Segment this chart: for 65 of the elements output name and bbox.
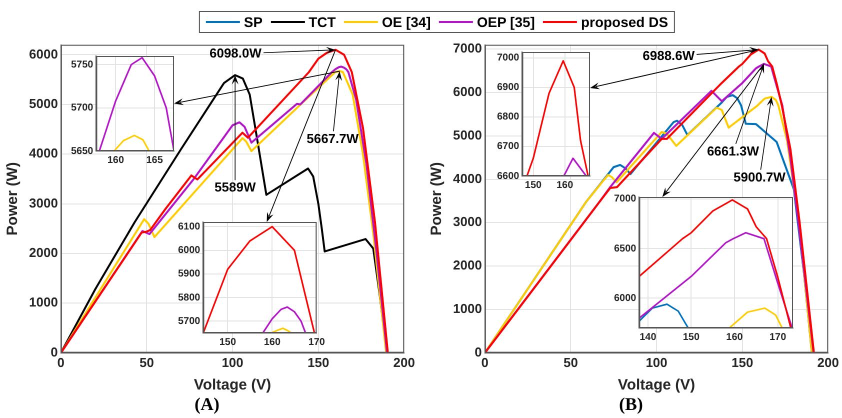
x-tick-label: 50 [563, 355, 578, 370]
x-axis-title: Voltage (V) [194, 376, 272, 394]
x-tick-label: 160 [107, 154, 124, 166]
y-tick-label: 6900 [496, 82, 520, 94]
x-tick-label: 170 [308, 336, 326, 348]
legend-label: SP [244, 14, 263, 30]
annotation: 6988.6W [642, 48, 696, 64]
y-tick-label: 6000 [614, 292, 637, 304]
x-axis-title: Voltage (V) [618, 376, 696, 394]
y-tick-label: 2000 [29, 245, 58, 260]
annotation: 6661.3W [706, 143, 760, 158]
y-tick-label: 5900 [178, 268, 201, 280]
y-tick-label: 7000 [496, 52, 520, 64]
x-tick-label: 200 [393, 355, 416, 370]
legend-label: proposed DS [580, 14, 668, 30]
text: (A) [194, 394, 220, 414]
y-axis-title: Power (W) [428, 162, 446, 236]
annotation: 5667.7W [306, 130, 360, 146]
x-tick-label: 150 [682, 332, 700, 343]
y-tick-label: 5700 [70, 102, 94, 114]
x-tick-label: 160 [726, 332, 744, 343]
y-tick-label: 7000 [614, 194, 637, 205]
y-tick-label: 7000 [453, 40, 482, 56]
y-tick-label: 2000 [453, 258, 482, 273]
text: (B) [619, 394, 643, 414]
annotation: 6098.0W [209, 45, 262, 60]
y-tick-label: 5000 [453, 127, 482, 142]
x-tick-label: 200 [817, 355, 840, 370]
y-tick-label: 1000 [453, 301, 482, 316]
x-tick-label: 140 [640, 332, 657, 343]
legend-label: OEP [35] [476, 14, 535, 30]
y-axis-title: Power (W) [4, 162, 22, 236]
y-tick-label: 3000 [453, 214, 482, 230]
legend-label: OE [34] [382, 14, 431, 30]
y-tick-label: 6000 [453, 84, 482, 100]
x-tick-label: 150 [219, 336, 236, 348]
y-tick-label: 1000 [29, 294, 58, 310]
x-tick-label: 160 [556, 180, 574, 191]
y-tick-label: 5750 [70, 59, 94, 70]
y-tick-label: 5650 [70, 146, 94, 157]
y-tick-label: 5700 [178, 316, 201, 327]
x-tick-label: 160 [264, 336, 281, 348]
annotation: 5589W [214, 180, 256, 195]
x-tick-label: 100 [646, 355, 668, 370]
legend-label: TCT [308, 14, 336, 30]
y-tick-label: 5800 [178, 292, 201, 304]
annotation: 5900.7W [734, 169, 786, 184]
x-tick-label: 100 [222, 355, 244, 370]
x-tick-label: 150 [524, 180, 542, 191]
y-tick-label: 6100 [178, 221, 201, 232]
y-tick-label: 3000 [29, 195, 58, 210]
x-tick-label: 50 [139, 355, 154, 370]
x-tick-label: 170 [769, 332, 787, 343]
y-tick-label: 5000 [29, 96, 58, 111]
y-tick-label: 6000 [29, 46, 58, 62]
y-tick-label: 6600 [496, 170, 520, 182]
y-tick-label: 6800 [496, 112, 520, 123]
x-tick-label: 165 [146, 154, 164, 166]
x-tick-label: 150 [307, 355, 330, 370]
y-tick-label: 4000 [29, 146, 58, 161]
y-tick-label: 4000 [453, 170, 482, 186]
x-tick-label: 150 [731, 355, 754, 370]
y-tick-label: 6500 [614, 243, 637, 254]
y-tick-label: 6700 [496, 141, 520, 152]
y-tick-label: 6000 [178, 245, 201, 256]
